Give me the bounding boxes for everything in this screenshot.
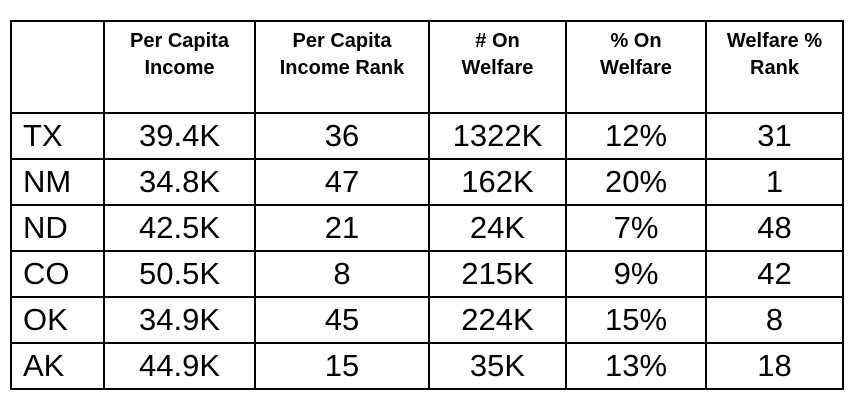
per-capita-income-cell: 34.8K <box>103 158 256 206</box>
per-capita-income-cell: 39.4K <box>103 112 256 160</box>
table-row: TX 39.4K 36 1322K 12% 31 <box>10 112 844 160</box>
per-capita-income-cell: 34.9K <box>103 296 256 344</box>
welfare-table-container: Per Capita Income Per Capita Income Rank… <box>10 20 844 390</box>
per-capita-income-cell: 44.9K <box>103 342 256 390</box>
header-per-capita-income: Per Capita Income <box>103 20 256 114</box>
table-row: ND 42.5K 21 24K 7% 48 <box>10 204 844 252</box>
num-on-welfare-cell: 162K <box>428 158 567 206</box>
table-row: AK 44.9K 15 35K 13% 18 <box>10 342 844 390</box>
pct-on-welfare-cell: 7% <box>565 204 707 252</box>
state-cell: NM <box>10 158 105 206</box>
num-on-welfare-cell: 224K <box>428 296 567 344</box>
pct-on-welfare-cell: 15% <box>565 296 707 344</box>
per-capita-income-cell: 42.5K <box>103 204 256 252</box>
header-per-capita-income-rank: Per Capita Income Rank <box>254 20 430 114</box>
per-capita-income-rank-cell: 21 <box>254 204 430 252</box>
per-capita-income-rank-cell: 15 <box>254 342 430 390</box>
state-cell: OK <box>10 296 105 344</box>
header-blank <box>10 20 105 114</box>
state-welfare-table: Per Capita Income Per Capita Income Rank… <box>10 20 844 390</box>
state-cell: CO <box>10 250 105 298</box>
welfare-pct-rank-cell: 18 <box>705 342 844 390</box>
header-row: Per Capita Income Per Capita Income Rank… <box>10 20 844 114</box>
num-on-welfare-cell: 35K <box>428 342 567 390</box>
num-on-welfare-cell: 215K <box>428 250 567 298</box>
per-capita-income-cell: 50.5K <box>103 250 256 298</box>
table-row: NM 34.8K 47 162K 20% 1 <box>10 158 844 206</box>
pct-on-welfare-cell: 20% <box>565 158 707 206</box>
welfare-pct-rank-cell: 48 <box>705 204 844 252</box>
welfare-pct-rank-cell: 42 <box>705 250 844 298</box>
per-capita-income-rank-cell: 45 <box>254 296 430 344</box>
welfare-pct-rank-cell: 8 <box>705 296 844 344</box>
state-cell: ND <box>10 204 105 252</box>
state-cell: AK <box>10 342 105 390</box>
pct-on-welfare-cell: 12% <box>565 112 707 160</box>
pct-on-welfare-cell: 9% <box>565 250 707 298</box>
table-row: OK 34.9K 45 224K 15% 8 <box>10 296 844 344</box>
welfare-pct-rank-cell: 1 <box>705 158 844 206</box>
per-capita-income-rank-cell: 47 <box>254 158 430 206</box>
table-row: CO 50.5K 8 215K 9% 42 <box>10 250 844 298</box>
per-capita-income-rank-cell: 36 <box>254 112 430 160</box>
header-num-on-welfare: # On Welfare <box>428 20 567 114</box>
num-on-welfare-cell: 1322K <box>428 112 567 160</box>
per-capita-income-rank-cell: 8 <box>254 250 430 298</box>
num-on-welfare-cell: 24K <box>428 204 567 252</box>
pct-on-welfare-cell: 13% <box>565 342 707 390</box>
state-cell: TX <box>10 112 105 160</box>
header-pct-on-welfare: % On Welfare <box>565 20 707 114</box>
welfare-pct-rank-cell: 31 <box>705 112 844 160</box>
header-welfare-pct-rank: Welfare % Rank <box>705 20 844 114</box>
